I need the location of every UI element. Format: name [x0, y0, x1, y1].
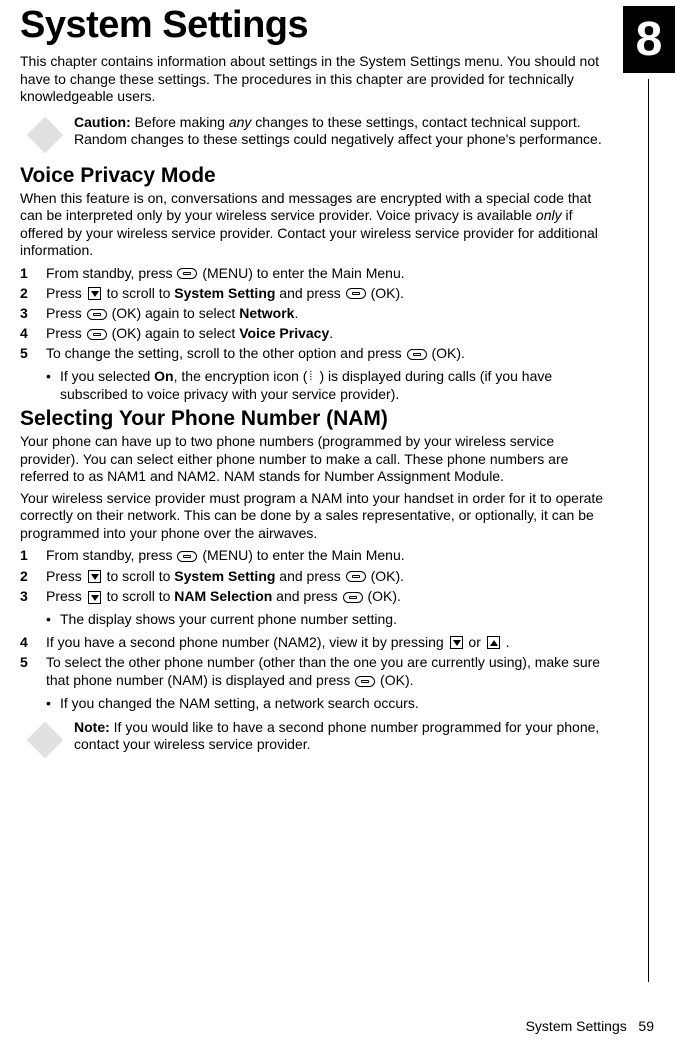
section2-para2: Your wireless service provider must prog… [20, 490, 615, 543]
step-1: 1From standby, press (MENU) to enter the… [20, 546, 615, 564]
section2-sub-after-5: If you changed the NAM setting, a networ… [20, 695, 615, 713]
caution-callout: Caution: Before making any changes to th… [20, 114, 615, 154]
encryption-icon [308, 372, 318, 384]
caution-text: Caution: Before making any changes to th… [74, 114, 615, 154]
down-arrow-icon [88, 591, 101, 604]
content-column: 8 System Settings This chapter contains … [20, 4, 615, 759]
down-arrow-icon [88, 287, 101, 300]
section2-steps-cont: 4If you have a second phone number (NAM2… [20, 633, 615, 690]
note-callout: Note: If you would like to have a second… [20, 719, 615, 759]
page-footer: System Settings 59 [526, 1018, 654, 1034]
step-5: 5To select the other phone number (other… [20, 653, 615, 689]
step-2: 2Press to scroll to System Setting and p… [20, 284, 615, 302]
step-2: 2Press to scroll to System Setting and p… [20, 567, 615, 585]
note-text: Note: If you would like to have a second… [74, 719, 615, 759]
footer-page-number: 59 [638, 1018, 654, 1034]
substep: If you changed the NAM setting, a networ… [46, 695, 615, 713]
page-title: System Settings [20, 4, 615, 47]
step-4: 4If you have a second phone number (NAM2… [20, 633, 615, 651]
section1-paragraph: When this feature is on, conversations a… [20, 190, 615, 260]
chapter-number: 8 [636, 12, 663, 67]
ok-key-icon [407, 349, 427, 360]
substep: The display shows your current phone num… [46, 611, 615, 629]
section-heading-nam: Selecting Your Phone Number (NAM) [20, 407, 615, 431]
section1-steps: 1From standby, press (MENU) to enter the… [20, 264, 615, 363]
section2-steps: 1From standby, press (MENU) to enter the… [20, 546, 615, 605]
step-5: 5To change the setting, scroll to the ot… [20, 344, 615, 362]
ok-key-icon [87, 329, 107, 340]
up-arrow-icon [487, 636, 500, 649]
note-icon [26, 721, 64, 759]
caution-label: Caution: [74, 114, 131, 130]
substep: If you selected On, the encryption icon … [46, 368, 615, 403]
chapter-badge: 8 [623, 6, 675, 73]
ok-key-icon [346, 571, 366, 582]
note-label: Note: [74, 719, 110, 735]
step-3: 3Press to scroll to NAM Selection and pr… [20, 587, 615, 605]
section-heading-voice-privacy: Voice Privacy Mode [20, 164, 615, 188]
menu-key-icon [177, 551, 197, 562]
step-3: 3Press (OK) again to select Network. [20, 304, 615, 322]
menu-key-icon [177, 268, 197, 279]
ok-key-icon [343, 592, 363, 603]
ok-key-icon [346, 288, 366, 299]
vertical-divider [648, 79, 649, 982]
section1-substeps: If you selected On, the encryption icon … [20, 368, 615, 403]
ok-key-icon [355, 676, 375, 687]
section2-para1: Your phone can have up to two phone numb… [20, 433, 615, 486]
down-arrow-icon [88, 570, 101, 583]
step-4: 4Press (OK) again to select Voice Privac… [20, 324, 615, 342]
footer-label: System Settings [526, 1018, 627, 1034]
down-arrow-icon [450, 636, 463, 649]
caution-icon [26, 116, 64, 154]
section2-sub-after-3: The display shows your current phone num… [20, 611, 615, 629]
ok-key-icon [87, 309, 107, 320]
step-1: 1From standby, press (MENU) to enter the… [20, 264, 615, 282]
intro-paragraph: This chapter contains information about … [20, 53, 615, 106]
